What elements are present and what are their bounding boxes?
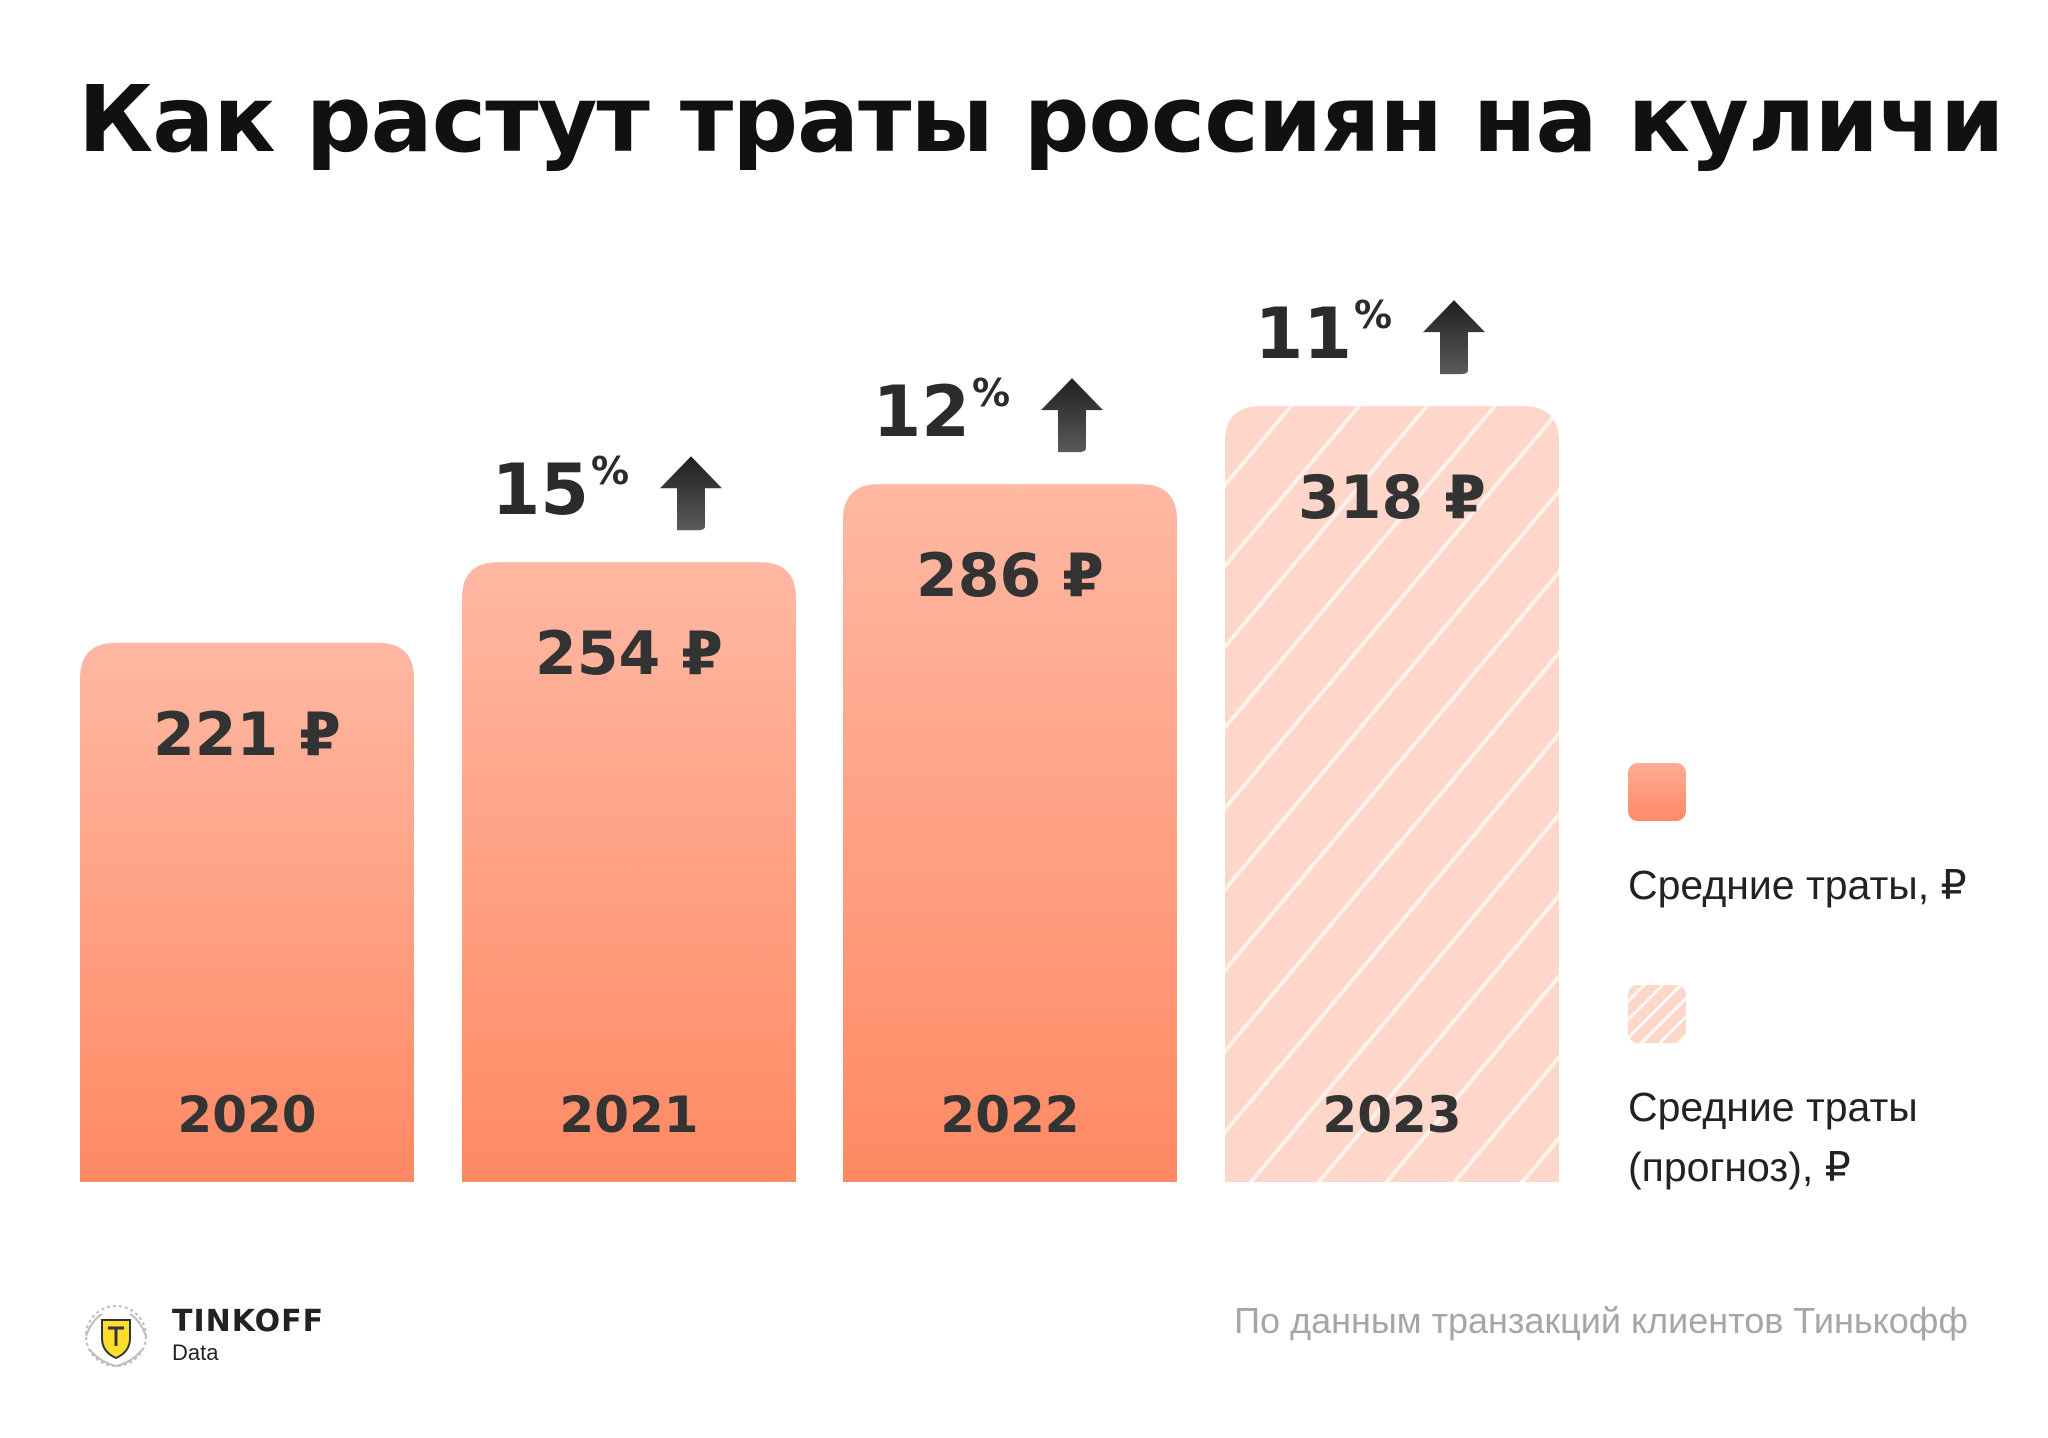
legend-swatch-actual bbox=[1628, 763, 1686, 821]
bar-2023-forecast bbox=[1225, 406, 1559, 1183]
bar-2021 bbox=[462, 562, 796, 1182]
source-note: По данным транзакций клиентов Тинькофф bbox=[1234, 1300, 1968, 1341]
bar-2022 bbox=[843, 484, 1177, 1182]
growth-2022: 12% bbox=[873, 371, 1103, 453]
chart-title: Как растут траты россиян на куличи bbox=[78, 66, 2004, 173]
value-label-2022: 286 ₽ bbox=[916, 541, 1104, 611]
legend-label-actual: Средние траты, ₽ bbox=[1628, 862, 1967, 908]
growth-value-2021: 15 bbox=[492, 449, 589, 531]
growth-2021: 15% bbox=[492, 449, 722, 531]
value-label-2021: 254 ₽ bbox=[535, 619, 723, 689]
value-label-2023: 318 ₽ bbox=[1298, 463, 1486, 533]
brand-name: TINKOFF bbox=[172, 1304, 325, 1339]
year-label-2023: 2023 bbox=[1322, 1086, 1461, 1144]
brand-sub: Data bbox=[172, 1340, 219, 1365]
year-label-2020: 2020 bbox=[177, 1086, 316, 1144]
legend-item-actual: Средние траты, ₽ bbox=[1628, 763, 2008, 915]
legend-label-forecast: Средние траты (прогноз), ₽ bbox=[1628, 1084, 1918, 1190]
legend-item-forecast: Средние траты (прогноз), ₽ bbox=[1628, 985, 2008, 1197]
growth-2023: 11% bbox=[1255, 293, 1485, 375]
tinkoff-shield-emblem-icon bbox=[85, 1305, 147, 1368]
growth-value-2023: 11 bbox=[1255, 293, 1352, 375]
year-label-2022: 2022 bbox=[940, 1086, 1079, 1144]
growth-value-2022: 12 bbox=[873, 371, 970, 453]
growth-unit-2021: % bbox=[591, 449, 629, 493]
year-label-2021: 2021 bbox=[559, 1086, 698, 1144]
up-arrow-icon bbox=[1041, 378, 1103, 453]
growth-unit-2023: % bbox=[1354, 293, 1392, 337]
up-arrow-icon bbox=[1423, 300, 1485, 375]
chart-legend: Средние траты, ₽ Средние траты (прогноз)… bbox=[1628, 763, 2008, 1197]
growth-unit-2022: % bbox=[972, 371, 1010, 415]
up-arrow-icon bbox=[660, 456, 722, 531]
value-label-2020: 221 ₽ bbox=[153, 700, 341, 770]
legend-swatch-forecast bbox=[1628, 985, 1686, 1043]
bar-2020 bbox=[80, 642, 414, 1182]
